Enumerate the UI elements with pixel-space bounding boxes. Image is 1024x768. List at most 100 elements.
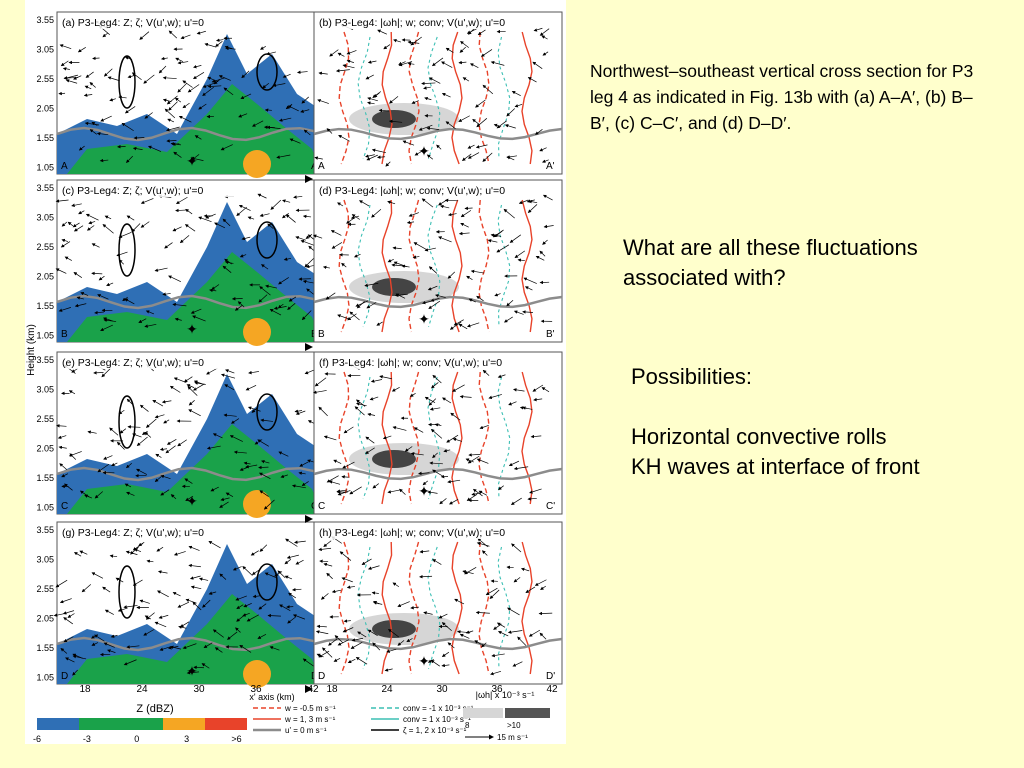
wind-vector — [506, 108, 515, 117]
wind-vector — [72, 222, 80, 228]
wind-vector — [188, 563, 201, 568]
wind-vector — [387, 258, 394, 263]
wind-vector — [539, 28, 550, 36]
wind-vector — [459, 633, 470, 639]
wind-vector — [132, 146, 143, 151]
wind-vector — [83, 93, 93, 97]
wind-vector — [429, 461, 443, 465]
wind-vector — [170, 494, 177, 500]
wind-vector — [234, 305, 243, 311]
wind-vector — [80, 292, 89, 296]
wind-vector — [474, 640, 482, 645]
wind-vector — [522, 406, 533, 410]
wind-vector — [284, 575, 293, 580]
w-contour — [338, 199, 350, 333]
u-zero-line — [313, 467, 563, 481]
wind-vector — [292, 587, 302, 592]
wind-vector — [462, 77, 470, 82]
omega-swatch-light — [463, 708, 503, 718]
wind-vector — [72, 653, 83, 659]
wind-vector — [312, 234, 323, 239]
wind-vector — [293, 195, 303, 199]
wind-vector — [539, 632, 547, 640]
wind-vector — [241, 236, 251, 241]
wind-vector — [430, 297, 440, 302]
wind-vector — [65, 657, 75, 663]
y-tick-label: 2.55 — [36, 242, 54, 252]
wind-vector — [100, 324, 113, 331]
wind-vector — [118, 232, 132, 238]
wind-vector — [528, 199, 538, 204]
wind-vector — [109, 98, 116, 102]
wind-vector — [406, 220, 415, 225]
wind-vector — [318, 547, 332, 552]
wind-vector — [295, 410, 306, 415]
wind-vector — [421, 81, 436, 86]
wind-vector — [432, 559, 442, 565]
wind-vector — [458, 323, 468, 330]
wind-vector — [506, 299, 514, 307]
wind-vector — [481, 550, 488, 556]
wind-vector — [236, 206, 247, 217]
wind-vector — [160, 56, 168, 61]
wind-vector — [60, 60, 69, 67]
wind-vector — [76, 296, 84, 300]
wind-vector — [166, 439, 177, 445]
wind-vector — [366, 154, 378, 161]
wind-vector — [123, 605, 138, 609]
wind-vector — [351, 214, 360, 220]
wind-vector — [68, 390, 76, 395]
wind-vector — [511, 91, 521, 96]
wind-vector — [172, 592, 181, 597]
title-backdrop — [59, 183, 249, 197]
wind-vector — [448, 212, 457, 217]
wind-vector — [372, 642, 381, 651]
w-contour — [451, 199, 463, 333]
cross-section-figure: ✦ (a) P3-Leg4: Z; ζ; V(u',w); u'=0 A A' ✦ (b)… — [25, 0, 566, 744]
wind-vector — [240, 93, 252, 99]
wind-vector — [131, 223, 141, 233]
wind-vector — [165, 126, 180, 132]
wind-vector — [139, 599, 150, 604]
reflectivity-orange-core — [243, 490, 271, 518]
wind-vector — [103, 642, 115, 648]
wind-vector — [111, 462, 118, 467]
wind-vector — [297, 70, 308, 74]
wind-vector — [371, 591, 379, 595]
wind-vector — [139, 404, 149, 412]
wind-vector — [189, 575, 201, 580]
star-marker: ✦ — [418, 653, 430, 669]
vorticity-magnitude-dark — [372, 278, 416, 296]
wind-vector — [343, 619, 351, 623]
wind-vector — [152, 399, 164, 407]
wind-vector — [372, 483, 379, 489]
wind-vector — [175, 196, 188, 204]
wind-vector — [219, 573, 227, 580]
wind-vector — [63, 636, 74, 643]
x-tick-label: 30 — [193, 684, 205, 695]
wind-vector — [94, 491, 103, 499]
wind-vector — [187, 386, 198, 396]
wind-vector — [367, 60, 377, 64]
wind-vector — [263, 499, 275, 510]
wind-vector — [527, 497, 537, 501]
wind-vector — [131, 72, 142, 81]
wind-vector — [224, 384, 235, 391]
wind-vector — [98, 275, 105, 281]
wind-vector — [227, 631, 238, 640]
section-end-label: A' — [546, 161, 555, 172]
wind-vector — [267, 613, 281, 618]
wind-vector — [510, 497, 522, 505]
wind-vector — [300, 239, 314, 246]
wind-vector — [167, 118, 175, 123]
wind-vector — [278, 451, 289, 457]
colorbar-tick-label: 0 — [134, 734, 139, 744]
wind-vector — [541, 387, 550, 393]
wind-vector — [529, 488, 542, 494]
wind-vector — [475, 99, 486, 108]
wind-vector — [160, 489, 170, 496]
wind-vector — [341, 475, 349, 479]
section-start-label: A — [61, 161, 68, 172]
vorticity-magnitude-dark — [372, 110, 416, 128]
wind-vector — [102, 32, 109, 38]
